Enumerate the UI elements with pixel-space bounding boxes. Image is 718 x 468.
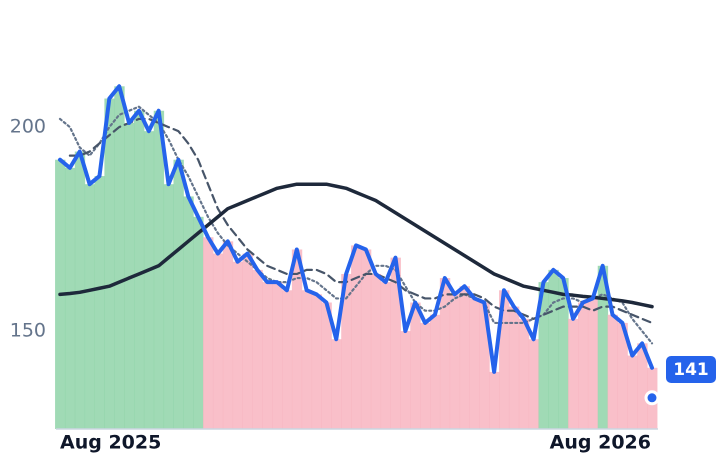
series-line — [68, 117, 654, 325]
area-column — [153, 110, 165, 429]
area-column — [390, 257, 401, 429]
area-column — [499, 290, 510, 429]
area-column — [410, 302, 421, 429]
area-column — [321, 302, 332, 429]
area-column — [430, 314, 441, 429]
area-column — [262, 282, 273, 429]
area-column — [124, 123, 135, 429]
area-column — [252, 269, 263, 429]
area-column — [193, 216, 204, 429]
area-column — [351, 245, 362, 429]
area-column — [163, 184, 174, 429]
area-column — [449, 294, 461, 429]
area-column — [74, 151, 86, 429]
area-column — [528, 339, 540, 429]
last-value-label: 141 — [673, 360, 709, 380]
area-column — [114, 86, 125, 429]
area-column — [331, 339, 342, 429]
area-column — [558, 278, 569, 429]
area-column — [400, 331, 411, 429]
area-column — [508, 306, 520, 429]
area-column — [370, 273, 382, 429]
area-column — [617, 322, 628, 429]
area-column — [489, 371, 500, 429]
area-column — [301, 290, 313, 429]
area-column — [607, 314, 618, 429]
area-column — [183, 196, 194, 429]
x-tick-label: Aug 2026 — [550, 432, 651, 454]
last-point — [644, 390, 660, 406]
area-column — [341, 273, 352, 429]
area-column — [203, 237, 214, 429]
area-column — [538, 282, 549, 429]
area-column — [212, 253, 224, 429]
area-column — [232, 261, 244, 429]
area-column — [84, 184, 96, 429]
area-column — [459, 286, 470, 429]
area-column — [291, 249, 303, 429]
area-column — [143, 131, 155, 429]
series-line — [58, 182, 654, 309]
area-column — [311, 294, 322, 429]
area-column — [637, 343, 648, 429]
area-column — [420, 322, 431, 429]
area-column — [360, 249, 372, 429]
area-column — [568, 318, 579, 429]
area-column — [94, 176, 105, 429]
area-column — [242, 253, 253, 429]
last-value-badge — [666, 356, 716, 383]
y-tick-label: 200 — [10, 116, 46, 138]
y-tick-label: 150 — [10, 320, 46, 342]
area-column — [469, 298, 480, 429]
area-column — [380, 282, 392, 429]
area-column — [597, 265, 609, 429]
area-column — [222, 241, 234, 429]
series-line — [58, 84, 654, 374]
area-column — [627, 355, 638, 429]
area-column — [173, 159, 184, 429]
area-column — [439, 278, 451, 429]
area-column — [272, 282, 283, 429]
area-column — [548, 269, 559, 429]
area-column — [578, 302, 589, 429]
area-column — [282, 290, 293, 429]
area-column — [518, 318, 530, 429]
area-column — [64, 167, 76, 429]
area-column — [104, 98, 115, 430]
x-tick-label: Aug 2025 — [60, 432, 161, 454]
area-column — [479, 302, 490, 429]
area-column — [134, 110, 145, 429]
area-column — [587, 298, 599, 429]
